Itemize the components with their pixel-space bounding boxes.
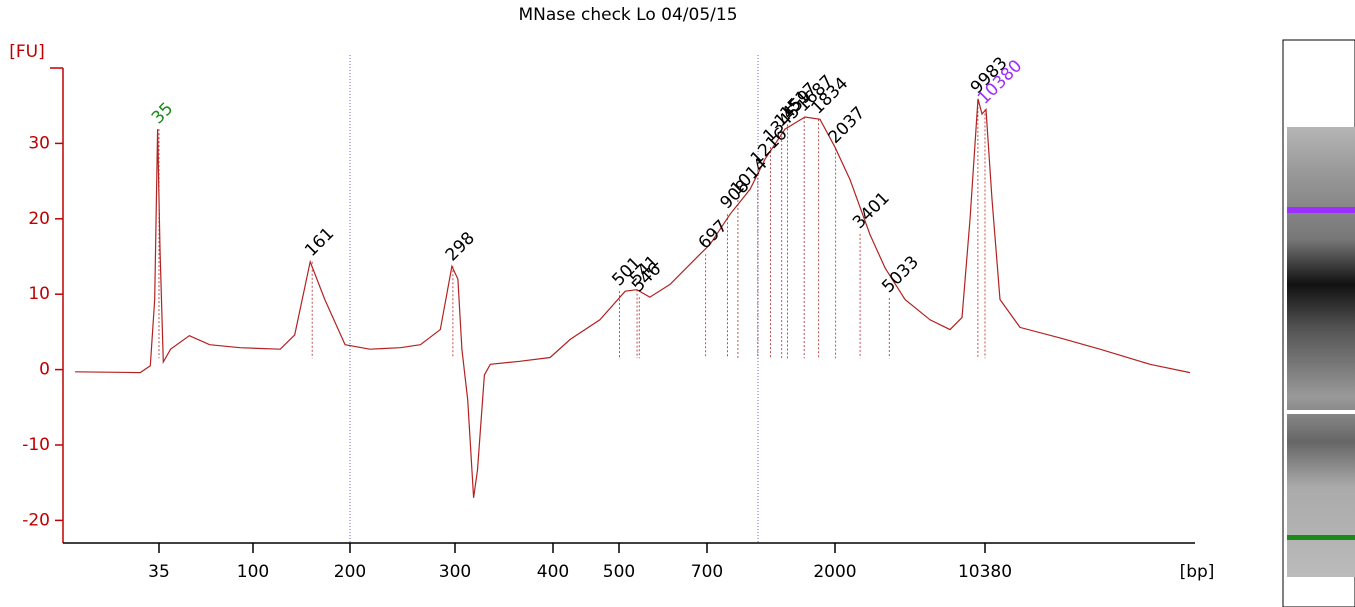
x-axis-label: [bp] xyxy=(1180,562,1215,582)
gel-lane xyxy=(1287,127,1355,577)
x-tick-label: 200 xyxy=(334,562,366,582)
gel-lower-marker xyxy=(1287,535,1355,540)
y-tick-label: 10 xyxy=(28,284,50,304)
x-tick-label: 300 xyxy=(439,562,471,582)
peak-label: 35 xyxy=(148,99,177,128)
gel-upper-marker xyxy=(1287,207,1355,213)
peak-label: 161 xyxy=(301,224,338,261)
x-tick-label: 700 xyxy=(691,562,723,582)
peak-label: 2037 xyxy=(825,103,870,148)
peak-label: 697 xyxy=(695,216,732,253)
y-tick-label: 20 xyxy=(28,209,50,229)
x-tick-label: 2000 xyxy=(813,562,856,582)
x-tick-label: 10380 xyxy=(958,562,1012,582)
x-tick-label: 100 xyxy=(237,562,269,582)
y-tick-label: 30 xyxy=(28,133,50,153)
trace xyxy=(75,98,1191,498)
y-tick-label: 0 xyxy=(39,360,50,380)
chart-title: MNase check Lo 04/05/15 xyxy=(518,5,737,25)
peak-label: 298 xyxy=(442,228,479,265)
y-tick-label: -10 xyxy=(22,435,50,455)
y-axis-label: [FU] xyxy=(9,42,45,62)
peak-label: 5033 xyxy=(878,252,923,297)
y-tick-label: -20 xyxy=(22,510,50,530)
x-tick-label: 35 xyxy=(148,562,170,582)
gel-band xyxy=(1287,410,1355,414)
x-tick-label: 500 xyxy=(603,562,635,582)
x-tick-label: 400 xyxy=(537,562,569,582)
